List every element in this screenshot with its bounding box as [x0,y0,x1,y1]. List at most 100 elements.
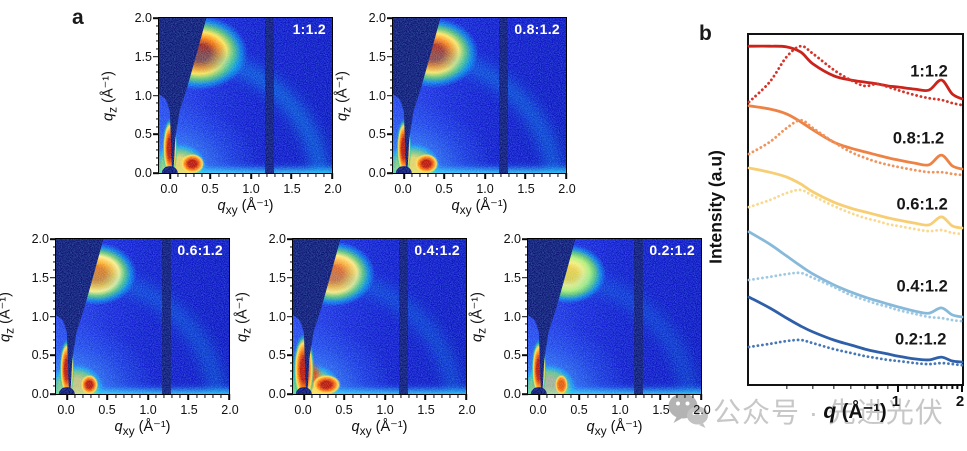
x-tick [595,394,597,398]
x-tick [403,173,405,179]
x-tick-label: 0.0 [160,182,178,196]
y-tick-label: 0.0 [503,387,521,401]
x-tick [452,173,454,177]
y-tick [289,331,293,333]
detector-gap-stripe [398,239,409,394]
x-tick-labels: 0.0 0.5 1.0 1.5 2.0 [292,403,475,417]
qxy-axis-label: qxy (Å⁻¹) [586,419,643,438]
x-tick [785,384,788,389]
y-tick [289,284,293,287]
detector-gap-stripe [264,18,275,173]
giwaxs-plot: 0.4:1.2 0.0 0.5 1.0 1.5 2.0 [269,232,467,401]
detector-gap-stripe [633,239,644,394]
x-tick [562,394,564,398]
x-tick [914,384,916,389]
x-tick [549,173,551,177]
x-tick [541,173,543,177]
x-tick [352,394,354,398]
x-tick [533,173,535,177]
y-tick [524,377,528,380]
x-tick [538,394,540,400]
x-tick-label: 0.5 [201,182,219,196]
x-tick [343,394,346,400]
qz-axis-label: qz(Å⁻¹) [0,291,17,342]
giwaxs-panel: 0.4:1.2 0.0 0.5 1.0 1.5 2.0 0.0 0.5 1.0 1.5 2.0 … [235,232,476,438]
y-tick [287,354,293,357]
y-tick [289,269,293,271]
x-tick [928,384,930,389]
x-tick [179,394,181,398]
x-tick [307,173,309,177]
detector-gap-stripe [498,18,509,173]
x-tick [516,173,518,177]
x-tick [250,173,252,179]
y-tick [524,261,528,263]
y-tick [289,308,293,310]
y-tick [524,246,528,248]
x-tick-label: 1.5 [652,403,670,417]
x-tick [546,394,548,398]
y-tick [287,238,293,240]
y-tick [522,354,528,357]
y-tick [289,292,293,294]
x-tick [201,173,203,177]
y-tick [155,63,159,66]
y-tick [50,238,56,240]
giwaxs-heatmap [159,18,332,173]
y-tick [52,323,56,325]
ratio-label: 0.4:1.2 [414,242,460,258]
series-path-0.6:1.2-solid [747,166,964,230]
x-tick-label: 1.0 [476,182,494,196]
x-tick [692,394,694,398]
y-tick [524,339,528,341]
y-tick [52,300,56,302]
series-path-0.4:1.2-solid [747,230,964,319]
x-tick [335,394,337,398]
series-path-1:1.2-solid [747,44,964,101]
x-tick [476,173,478,177]
x-tick [384,394,386,400]
series-annotation: 0.6:1.2 [896,195,948,214]
x-tick [906,384,908,389]
giwaxs-panel: 1:1.2 0.0 0.5 1.0 1.5 2.0 0.0 0.5 1.0 1.5 2.0 qx… [101,11,342,217]
x-tick [484,173,486,179]
y-tick [50,276,56,279]
x-tick [185,173,187,177]
series-annotation: 0.4:1.2 [896,277,948,296]
panel-a-label: a [72,6,84,29]
giwaxs-panel: 0.8:1.2 0.0 0.5 1.0 1.5 2.0 0.0 0.5 1.0 1.5 2.0 … [335,11,576,217]
y-tick-label: 2.0 [503,232,521,246]
x-tick [468,173,470,177]
panel-b-label: b [699,22,712,45]
y-tick [389,63,393,66]
ratio-label: 0.6:1.2 [177,242,223,258]
x-tick-label: 0.0 [394,182,412,196]
series-annotation: 0.2:1.2 [895,330,947,349]
x-tick [500,173,502,177]
x-tick [282,173,284,177]
qxy-axis-label: qxy (Å⁻¹) [114,419,171,438]
x-tick [887,384,889,389]
x-tick [896,384,899,392]
y-tick [524,323,528,325]
y-tick-label: 1.5 [368,49,386,64]
y-tick [389,118,393,120]
x-tick [209,173,212,179]
x-tick [940,384,942,389]
x-tick [226,173,228,177]
x-tick [419,173,421,177]
x-tick-label: 1.0 [242,182,260,196]
y-tick [52,377,56,380]
y-tick [52,346,56,349]
x-tick [147,394,149,400]
y-tick-label: 1.0 [503,309,521,324]
x-tick-label: 2.0 [693,403,711,417]
y-tick [155,25,159,27]
y-tick [155,40,159,42]
y-tick [389,87,393,89]
x-tick-label: 2.0 [221,403,239,417]
x-tick [228,394,230,400]
y-tick [52,292,56,294]
x-tick-label: 0.5 [435,182,453,196]
y-tick-label: 2.0 [368,11,386,25]
